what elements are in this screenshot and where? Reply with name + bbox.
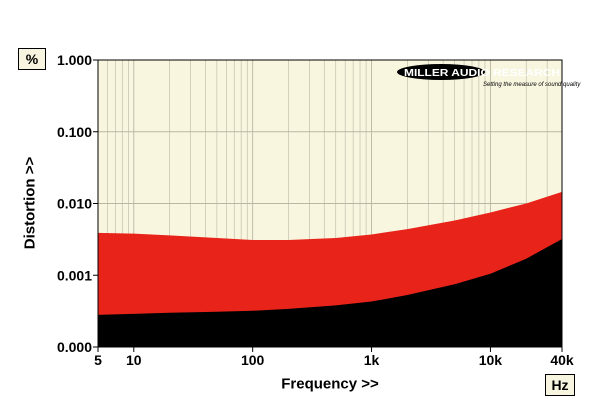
logo-badge bbox=[397, 64, 485, 80]
x-tick-label: 10k bbox=[479, 352, 503, 368]
x-tick-label: 5 bbox=[94, 352, 102, 368]
y-tick-label: 0.001 bbox=[57, 267, 92, 283]
x-tick-label: 40k bbox=[550, 352, 574, 368]
x-unit-label: Hz bbox=[545, 374, 575, 396]
miller-audio-research-logo: MILLER AUDIO RESEARCH Setting the measur… bbox=[397, 64, 581, 88]
y-tick-label: 0.100 bbox=[57, 124, 92, 140]
y-tick-label: 1.000 bbox=[57, 52, 92, 68]
y-unit-label: % bbox=[18, 48, 46, 70]
y-tick-label: 0.000 bbox=[57, 339, 92, 355]
x-axis-title: Frequency >> bbox=[281, 375, 379, 393]
x-tick-label: 100 bbox=[241, 352, 265, 368]
x-tick-label: 10 bbox=[126, 352, 142, 368]
series-area-1 bbox=[98, 239, 562, 347]
axis-ticks: 5 10 100 1k 10k 40k 0.000 0.001 0.010 0.100 1.000 bbox=[57, 52, 574, 368]
y-axis-title: Distortion >> bbox=[21, 156, 39, 250]
logo-tagline: Setting the measure of sound quality bbox=[483, 82, 581, 88]
logo-brand: MILLER AUDIO RESEARCH bbox=[404, 68, 560, 79]
x-tick-label: 1k bbox=[364, 352, 380, 368]
y-tick-label: 0.010 bbox=[57, 196, 92, 212]
series-areas bbox=[98, 191, 562, 347]
